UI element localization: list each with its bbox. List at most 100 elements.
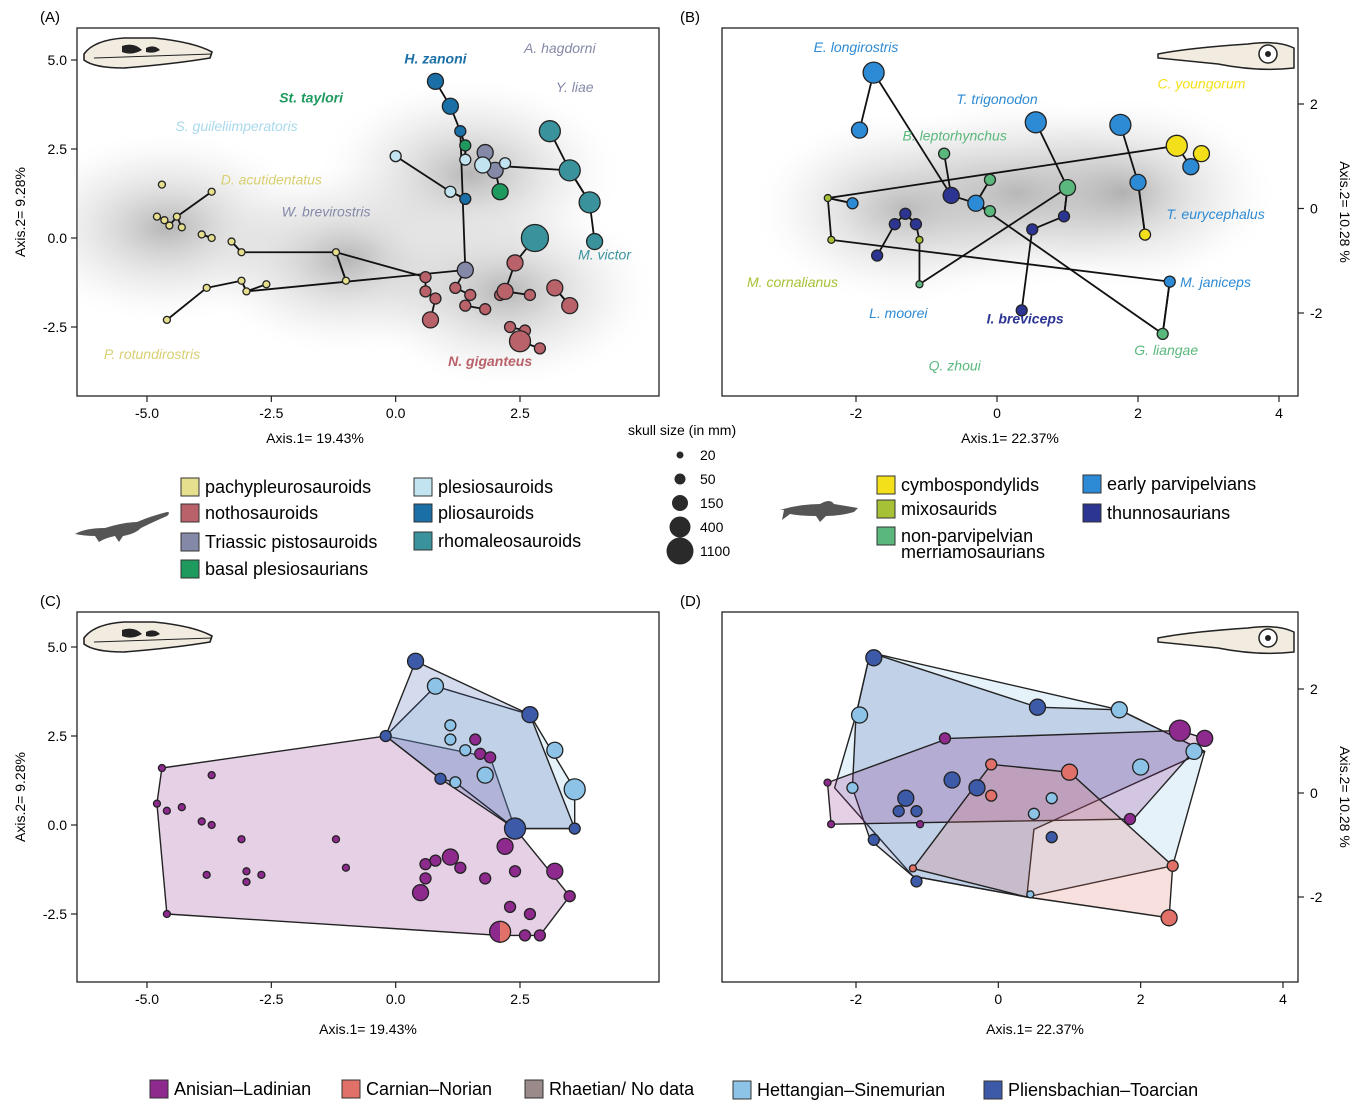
data-point (523, 907, 537, 921)
panel-b-ytick-label: 0 (1310, 201, 1318, 217)
axis-ticks: -5.0 -2.5 0.0 2.55.02.50.0-2.5-2 0 2 420-2-5.0… (43, 52, 1323, 1007)
panel-a-ytick-label: 2.5 (48, 141, 68, 157)
data-point (406, 652, 425, 670)
data-point (165, 221, 174, 230)
data-point (498, 157, 512, 170)
data-point (518, 929, 532, 942)
plesiosaur-silhouette-icon (75, 512, 169, 542)
legend-swatch (1082, 503, 1102, 523)
data-point (985, 758, 998, 771)
data-point (479, 872, 492, 885)
legend-label: cymbospondylids (901, 475, 1039, 495)
data-point (826, 820, 836, 829)
data-point (459, 744, 472, 757)
data-point (909, 218, 923, 231)
data-point (508, 865, 522, 878)
data-point (985, 789, 998, 802)
panel-c-ytick-label: -2.5 (43, 906, 67, 922)
data-point (419, 872, 432, 885)
data-point (172, 212, 181, 221)
data-point (496, 837, 514, 856)
data-point (508, 330, 532, 353)
data-point (1015, 304, 1028, 317)
data-point (888, 218, 901, 231)
data-point (546, 862, 564, 880)
data-point (938, 732, 952, 745)
data-point (1166, 859, 1179, 872)
data-point (1192, 144, 1211, 163)
data-point (862, 61, 885, 84)
data-point (1182, 158, 1200, 176)
data-point (429, 292, 442, 305)
data-point (1110, 701, 1128, 719)
data-point (1057, 210, 1071, 223)
panel-b-ytick-label: 2 (1310, 96, 1318, 112)
panel-d-xtick-label: 2 (1137, 991, 1145, 1007)
data-point (459, 299, 472, 312)
panel-b-xtick-label: -2 (850, 405, 863, 421)
data-point (1138, 228, 1152, 241)
data-point (152, 799, 162, 808)
taxon-label: G. liangae (1134, 342, 1198, 358)
data-point (207, 820, 216, 830)
legend-swatch (732, 1080, 752, 1100)
data-point (568, 822, 581, 835)
annotations-layer: H. zanoni A. hagdorni Y. liae St. taylori S.… (104, 39, 1265, 374)
taxon-label: St. taylori (279, 90, 344, 106)
data-point (444, 719, 457, 732)
data-point (426, 72, 445, 91)
taxon-label: M. cornalianus (747, 274, 838, 290)
panel-a-xtick-label: 2.5 (510, 405, 530, 421)
panel-d-xtick-label: 4 (1279, 991, 1287, 1007)
ichthyosaur-skull-icon (1157, 41, 1295, 71)
size-legend-title: skull size (in mm) (628, 422, 736, 438)
legend-swatch (876, 499, 896, 519)
phylo-branch (1020, 229, 1034, 311)
data-point (892, 805, 905, 818)
panel-c-ytick-label: 5.0 (48, 639, 68, 655)
data-point (533, 342, 547, 355)
panel-d-xlabel: Axis.1= 22.37% (986, 1021, 1084, 1037)
data-point (520, 223, 550, 253)
phylo-branch (395, 155, 451, 193)
panel-a-xtick-label: 0.0 (386, 405, 406, 421)
data-point (157, 763, 167, 773)
data-point (561, 296, 579, 315)
legend-label: Anisian–Ladinian (174, 1079, 311, 1099)
legend-swatch (180, 532, 200, 552)
panel-a-tag: (A) (40, 9, 60, 26)
panel-c-ytick-label: 2.5 (48, 728, 68, 744)
data-point (421, 311, 440, 329)
panel-b-ylabel: Axis.2= 10.28 % (1337, 161, 1353, 263)
legend-label: Triassic pistosauroids (205, 532, 377, 552)
panel-b-xlabel: Axis.1= 22.37% (961, 430, 1059, 446)
data-point (177, 223, 186, 232)
data-point (449, 281, 462, 294)
data-point (867, 833, 880, 846)
data-point (207, 233, 216, 243)
legend-ichthyosauria: cymbospondylids mixosaurids non-parvipelvi… (876, 474, 1256, 562)
data-point (160, 216, 169, 225)
data-point (207, 771, 216, 780)
data-point (444, 185, 457, 198)
data-point (1109, 113, 1132, 137)
phylo-backbone (872, 72, 952, 196)
data-point (585, 232, 604, 251)
panel-c-frame (76, 611, 660, 983)
data-point (202, 283, 211, 292)
panel-d-ytick-label: 2 (1310, 681, 1318, 697)
data-point (484, 751, 497, 764)
panel-b-xtick-label: 0 (993, 405, 1001, 421)
taxon-label: M. janiceps (1180, 274, 1251, 290)
size-legend-label: 20 (700, 447, 716, 463)
data-point (496, 282, 514, 301)
data-point (1026, 223, 1039, 236)
data-point (910, 805, 923, 818)
phylo-backbone (918, 186, 1068, 286)
legend-sauropterygia: pachypleurosauroids nothosauroids Triassic… (180, 477, 581, 579)
taxon-label: N. giganteus (448, 353, 532, 369)
taxon-label: D. acutidentatus (221, 172, 322, 188)
taxon-label: C. youngorum (1157, 75, 1245, 91)
panel-c-xlabel: Axis.1= 19.43% (319, 1021, 417, 1037)
